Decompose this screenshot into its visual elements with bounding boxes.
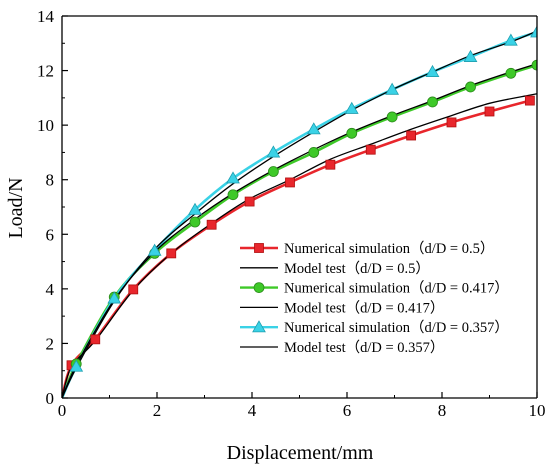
y-tick-label: 4 [46, 280, 55, 299]
y-tick-label: 2 [46, 334, 55, 353]
y-tick-label: 8 [46, 171, 55, 190]
series-3-point [427, 96, 438, 108]
legend-item-6: Model test（d/D = 0.357） [240, 339, 444, 356]
legend-item-3: Numerical simulation（d/D = 0.417） [240, 280, 509, 297]
series-3-point [505, 67, 517, 79]
legend-label: Numerical simulation（d/D = 0.417） [284, 280, 509, 297]
series-3-point [267, 166, 279, 177]
plot-area [62, 25, 537, 398]
series-5-point [385, 82, 400, 95]
series-5-point [503, 33, 518, 46]
y-tick-label: 10 [37, 116, 54, 135]
series-5-point [425, 64, 440, 77]
x-tick-label: 4 [248, 401, 257, 420]
series-1-point [365, 144, 376, 155]
series-5-point [530, 25, 537, 38]
legend-marker [253, 282, 265, 294]
series-3-point [227, 189, 239, 201]
legend-marker [254, 243, 264, 253]
x-tick-label: 10 [529, 401, 546, 420]
legend-label: Model test（d/D = 0.417） [284, 299, 444, 316]
series-3-point [308, 147, 320, 158]
legend-item-4: Model test（d/D = 0.417） [240, 299, 444, 316]
series-1-point [244, 196, 255, 207]
series-1-point [285, 177, 295, 188]
series-5-point [266, 145, 281, 158]
series-3-point [531, 59, 537, 71]
y-tick-label: 12 [37, 62, 54, 81]
legend-label: Numerical simulation（d/D = 0.357） [284, 319, 509, 336]
x-tick-label: 0 [58, 401, 67, 420]
series-1-point [166, 248, 177, 259]
y-tick-label: 0 [46, 389, 55, 408]
series-1-point [206, 219, 217, 230]
x-tick-label: 8 [438, 401, 447, 420]
legend-label: Numerical simulation（d/D = 0.5） [284, 240, 494, 257]
x-tick-label: 2 [153, 401, 162, 420]
series-5-point [226, 171, 240, 184]
series-5-point [107, 291, 122, 304]
legend-item-2: Model test（d/D = 0.5） [240, 260, 430, 277]
series-1-point [446, 117, 457, 128]
legend-item-1: Numerical simulation（d/D = 0.5） [240, 240, 494, 257]
series-5-point [188, 202, 202, 215]
legend: Numerical simulation（d/D = 0.5） Model tes… [240, 240, 509, 356]
x-axis-title: Displacement/mm [227, 442, 374, 464]
series-1-point [90, 334, 101, 345]
axes: 0 2 4 6 8 10 0 2 4 6 8 10 12 14 [37, 7, 546, 420]
series-1-point [484, 106, 495, 117]
series-1-point [524, 95, 535, 106]
series-1-point [128, 284, 139, 295]
series-3-point [346, 127, 358, 139]
series-1-point [325, 159, 336, 170]
legend-item-5: Numerical simulation（d/D = 0.357） [240, 319, 509, 336]
legend-label: Model test（d/D = 0.5） [284, 260, 430, 277]
series-5-point [344, 101, 359, 114]
y-tick-label: 14 [37, 7, 55, 26]
series-5-point [306, 122, 321, 135]
series-3-point [189, 216, 201, 228]
x-tick-label: 6 [343, 401, 352, 420]
series-5-point [69, 359, 84, 372]
series-1-point [406, 130, 417, 141]
y-axis-title: Load/N [5, 177, 27, 238]
series-5-point [463, 49, 478, 62]
series-3-point [386, 111, 398, 123]
series-3-point [465, 81, 476, 93]
y-tick-label: 6 [46, 225, 55, 244]
legend-marker [252, 320, 266, 333]
series-5-point [147, 243, 162, 256]
legend-label: Model test（d/D = 0.357） [284, 339, 444, 356]
